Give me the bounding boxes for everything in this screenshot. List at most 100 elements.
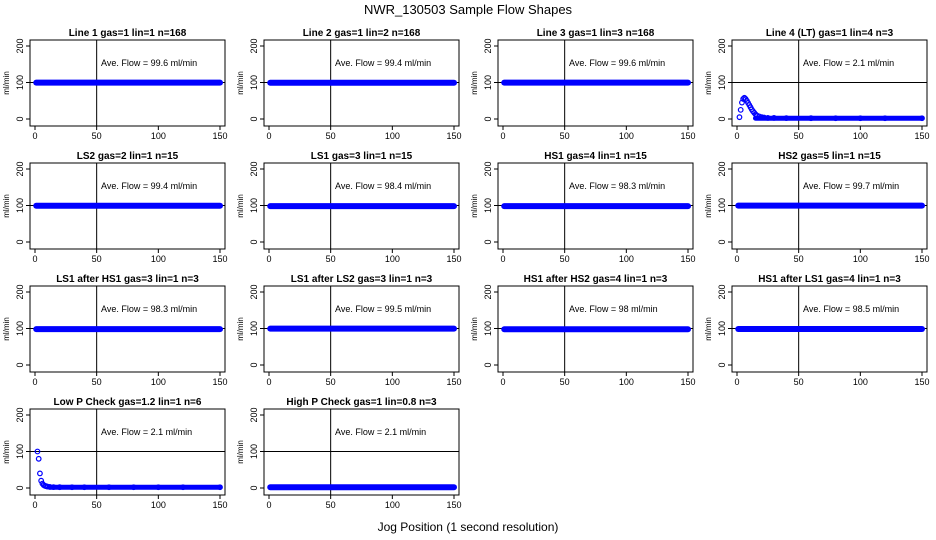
x-tick-label: 150 (212, 377, 227, 387)
y-tick-label: 200 (483, 161, 493, 176)
ave-flow-annotation: Ave. Flow = 2.1 ml/min (335, 427, 426, 437)
x-tick-label: 50 (92, 254, 102, 264)
panel-title: LS1 after HS1 gas=3 lin=1 n=3 (56, 274, 199, 285)
y-tick-label: 0 (249, 239, 259, 244)
y-tick-label: 0 (249, 485, 259, 490)
panel-title: HS1 after HS2 gas=4 lin=1 n=3 (524, 274, 668, 285)
y-tick-label: 0 (15, 116, 25, 121)
chart-panel: Line 3 gas=1 lin=3 n=168 0 50 100 150 0 100 200… (470, 28, 696, 141)
x-tick-label: 0 (32, 131, 37, 141)
chart-panel: LS1 after HS1 gas=3 lin=1 n=3 0 50 100 150 0 1… (2, 274, 228, 387)
y-tick-label: 200 (15, 407, 25, 422)
panel-title: HS2 gas=5 lin=1 n=15 (778, 151, 881, 162)
chart-panel: LS1 after LS2 gas=3 lin=1 n=3 0 50 100 150 0 1… (236, 274, 462, 387)
y-tick-label: 200 (249, 284, 259, 299)
ave-flow-annotation: Ave. Flow = 99.4 ml/min (101, 181, 197, 191)
figure-xlabel: Jog Position (1 second resolution) (378, 520, 559, 534)
x-tick-label: 150 (446, 131, 461, 141)
ave-flow-annotation: Ave. Flow = 99.4 ml/min (335, 58, 431, 68)
x-tick-label: 0 (266, 131, 271, 141)
x-tick-label: 0 (32, 254, 37, 264)
y-tick-label: 100 (15, 444, 25, 459)
y-tick-label: 200 (249, 407, 259, 422)
x-tick-label: 50 (326, 254, 336, 264)
chart-panel: HS1 after LS1 gas=4 lin=1 n=3 0 50 100 150 0 1… (704, 274, 930, 387)
y-tick-label: 100 (717, 198, 727, 213)
x-tick-label: 50 (326, 131, 336, 141)
figure-title: NWR_130503 Sample Flow Shapes (364, 2, 573, 17)
ave-flow-annotation: Ave. Flow = 99.5 ml/min (335, 304, 431, 314)
chart-panel: Low P Check gas=1.2 lin=1 n=6 0 50 100 150 0 1… (2, 397, 228, 510)
data-point (737, 106, 744, 113)
y-tick-label: 100 (249, 444, 259, 459)
x-tick-label: 150 (212, 500, 227, 510)
x-tick-label: 50 (794, 254, 804, 264)
x-tick-label: 100 (853, 131, 868, 141)
panel-title: Line 2 gas=1 lin=2 n=168 (303, 28, 421, 39)
x-tick-label: 0 (32, 500, 37, 510)
y-tick-label: 200 (717, 284, 727, 299)
y-tick-label: 100 (483, 75, 493, 90)
panel-title: Line 4 (LT) gas=1 lin=4 n=3 (766, 28, 894, 39)
y-axis-label: ml/min (236, 440, 245, 464)
x-tick-label: 150 (914, 377, 929, 387)
y-axis-label: ml/min (236, 194, 245, 218)
y-axis-label: ml/min (236, 317, 245, 341)
x-tick-label: 50 (560, 254, 570, 264)
chart-panel: High P Check gas=1 lin=0.8 n=3 0 50 100 150 0… (236, 397, 462, 510)
x-tick-label: 150 (680, 131, 695, 141)
x-tick-label: 100 (619, 377, 634, 387)
data-point (34, 448, 41, 455)
y-tick-label: 0 (15, 362, 25, 367)
panel-title: Low P Check gas=1.2 lin=1 n=6 (54, 397, 202, 408)
y-axis-label: ml/min (704, 71, 713, 95)
y-axis-label: ml/min (470, 317, 479, 341)
y-tick-label: 100 (15, 198, 25, 213)
x-tick-label: 150 (914, 254, 929, 264)
x-tick-label: 50 (794, 377, 804, 387)
x-tick-label: 150 (914, 131, 929, 141)
ave-flow-annotation: Ave. Flow = 99.7 ml/min (803, 181, 899, 191)
x-tick-label: 100 (385, 131, 400, 141)
x-tick-label: 50 (560, 131, 570, 141)
y-tick-label: 0 (717, 239, 727, 244)
y-tick-label: 200 (717, 161, 727, 176)
x-tick-label: 0 (500, 131, 505, 141)
y-tick-label: 100 (483, 321, 493, 336)
x-tick-label: 100 (151, 131, 166, 141)
y-tick-label: 100 (249, 198, 259, 213)
chart-panel: Line 1 gas=1 lin=1 n=168 0 50 100 150 0 100 200… (2, 28, 228, 141)
y-tick-label: 100 (249, 75, 259, 90)
chart-panel: HS1 gas=4 lin=1 n=15 0 50 100 150 0 100 200 ml/m… (470, 151, 696, 264)
y-tick-label: 0 (15, 239, 25, 244)
x-tick-label: 150 (446, 254, 461, 264)
panel-title: LS1 after LS2 gas=3 lin=1 n=3 (291, 274, 433, 285)
y-tick-label: 100 (717, 321, 727, 336)
x-tick-label: 50 (560, 377, 570, 387)
data-point (38, 477, 45, 484)
ave-flow-annotation: Ave. Flow = 98 ml/min (569, 304, 658, 314)
y-tick-label: 200 (15, 161, 25, 176)
chart-panel: LS1 gas=3 lin=1 n=15 0 50 100 150 0 100 200 ml/m… (236, 151, 462, 264)
chart-panel: HS2 gas=5 lin=1 n=15 0 50 100 150 0 100 200 ml/m… (704, 151, 930, 264)
y-tick-label: 100 (717, 75, 727, 90)
x-tick-label: 0 (266, 377, 271, 387)
x-tick-label: 150 (680, 254, 695, 264)
x-tick-label: 50 (92, 131, 102, 141)
x-tick-label: 0 (266, 500, 271, 510)
y-tick-label: 100 (15, 75, 25, 90)
y-axis-label: ml/min (470, 194, 479, 218)
y-tick-label: 100 (249, 321, 259, 336)
y-tick-label: 100 (15, 321, 25, 336)
x-tick-label: 150 (212, 254, 227, 264)
chart-panel: Line 2 gas=1 lin=2 n=168 0 50 100 150 0 100 200… (236, 28, 462, 141)
y-tick-label: 200 (249, 38, 259, 53)
x-tick-label: 50 (326, 377, 336, 387)
x-tick-label: 0 (734, 131, 739, 141)
y-tick-label: 0 (717, 362, 727, 367)
y-tick-label: 200 (15, 284, 25, 299)
y-tick-label: 0 (249, 362, 259, 367)
x-tick-label: 100 (385, 500, 400, 510)
data-point (37, 470, 43, 477)
y-tick-label: 100 (483, 198, 493, 213)
